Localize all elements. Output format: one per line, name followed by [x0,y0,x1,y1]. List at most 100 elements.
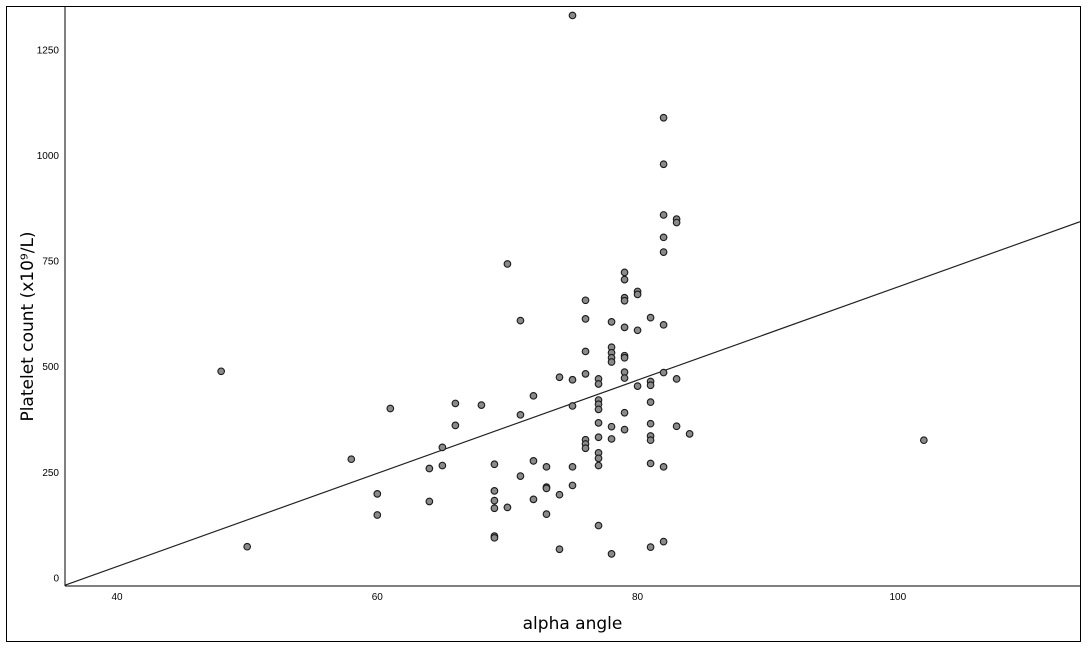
data-point [659,160,668,169]
data-point [581,315,590,323]
y-tick-label: 0 [53,574,59,585]
x-axis-title: alpha angle [523,614,623,634]
y-tick-label: 500 [42,362,59,373]
data-point [659,368,668,377]
data-point [659,462,668,471]
y-tick-label: 1250 [37,45,60,56]
data-point [659,233,668,242]
data-point [659,537,668,546]
data-point [542,484,551,493]
data-point [490,504,499,513]
data-point [659,211,668,219]
y-tick-label: 250 [42,468,59,479]
data-point [555,373,564,382]
data-point [425,497,434,506]
data-point [672,375,681,383]
data-point [568,11,577,20]
data-point [620,374,629,382]
data-point [620,296,629,305]
data-point [516,316,525,325]
data-point [672,422,681,431]
data-point [646,313,655,322]
data-point [594,433,603,442]
axes [64,7,1080,587]
data-point [386,404,395,413]
data-point [581,296,590,305]
data-point [659,248,668,256]
data-point [594,405,603,414]
data-point [503,260,512,268]
data-point [568,481,577,490]
data-point [542,462,551,471]
data-point [542,510,551,519]
data-point [594,419,603,427]
data-point [646,459,655,468]
data-point [633,290,642,299]
data-point [529,457,538,465]
data-point [516,410,525,419]
data-point [243,542,252,551]
chart-frame: 0 250 500 750 1000 1250 40 60 80 100 alpha angle… [6,6,1081,642]
data-point [347,455,356,464]
data-point [685,430,694,438]
data-point [555,545,564,554]
data-point [503,503,512,512]
x-tick-label: 40 [111,592,123,603]
data-point [581,347,590,356]
data-point [633,382,642,390]
data-point [594,380,603,388]
data-point [620,268,629,277]
data-point [516,472,525,480]
data-point [620,408,629,417]
data-point [451,399,460,408]
data-point [607,435,616,443]
data-point [594,454,603,463]
x-tick-label: 100 [889,592,906,603]
data-point [607,358,616,366]
data-point [620,425,629,434]
data-point [646,381,655,390]
data-point [659,320,668,329]
data-point [659,113,668,122]
data-point [438,443,447,452]
data-point [633,326,642,335]
data-points [217,11,928,558]
data-point [490,496,499,505]
x-tick-label: 80 [632,592,644,603]
scatter-plot: 0 250 500 750 1000 1250 40 60 80 100 alpha angle… [18,7,1080,634]
data-point [581,444,590,453]
y-tick-labels: 0 250 500 750 1000 1250 [37,45,60,584]
data-point [373,511,382,519]
data-point [529,391,538,400]
data-point [594,521,603,530]
data-point [672,218,681,227]
data-point [919,436,928,445]
data-point [568,462,577,471]
data-point [490,460,499,469]
data-point [373,490,382,498]
data-point [646,543,655,551]
data-point [620,323,629,332]
data-point [646,419,655,428]
data-point [620,275,629,284]
data-point [620,353,629,362]
x-tick-labels: 40 60 80 100 [111,592,906,603]
data-point [581,369,590,378]
data-point [438,461,447,470]
data-point [451,421,460,430]
data-point [425,464,434,473]
data-point [568,402,577,410]
data-point [646,398,655,407]
data-point [594,461,603,470]
data-point [555,490,564,499]
y-axis-title: Platelet count (x10⁹/L) [18,231,38,421]
data-point [568,375,577,384]
data-point [607,318,616,326]
data-point [646,436,655,445]
data-point [217,367,226,376]
y-tick-label: 1000 [37,151,60,162]
data-point [477,401,486,409]
data-point [529,495,538,504]
data-point [607,422,616,431]
y-tick-label: 750 [42,257,59,268]
